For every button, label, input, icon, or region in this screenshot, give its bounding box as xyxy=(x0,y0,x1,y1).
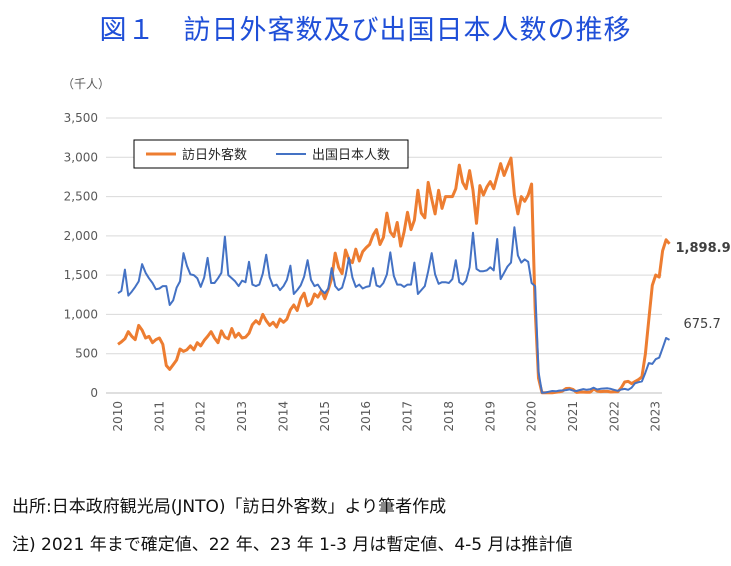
x-tick-label: 2023 xyxy=(649,401,663,432)
x-tick-label: 2022 xyxy=(607,401,621,432)
end-label-visitors: 1,898.9 xyxy=(676,241,731,256)
x-tick-label: 2010 xyxy=(111,401,125,432)
y-tick-label: 3,000 xyxy=(64,150,98,164)
x-tick-label: 2019 xyxy=(483,401,497,432)
y-tick-label: 2,000 xyxy=(64,229,98,243)
series-line-departures xyxy=(117,226,670,394)
x-tick-label: 2012 xyxy=(194,401,208,432)
y-tick-label: 500 xyxy=(75,347,98,361)
y-unit-label: （千人） xyxy=(62,77,110,91)
legend-label: 出国日本人数 xyxy=(312,148,390,163)
y-tick-label: 3,500 xyxy=(64,111,98,125)
x-tick-label: 2013 xyxy=(235,401,249,432)
x-tick-label: 2015 xyxy=(318,401,332,432)
x-tick-label: 2016 xyxy=(359,401,373,432)
x-tick-label: 2017 xyxy=(401,401,415,432)
x-tick-label: 2014 xyxy=(276,401,290,432)
legend-label: 訪日外客数 xyxy=(182,147,247,163)
x-tick-label: 2021 xyxy=(566,401,580,432)
y-tick-label: 0 xyxy=(90,386,98,400)
footnote: 注) 2021 年まで確定値、22 年、23 年 1-3 月は暫定値、4-5 月… xyxy=(12,535,573,555)
y-tick-label: 1,500 xyxy=(64,268,98,282)
series-line-visitors xyxy=(117,156,671,395)
y-tick-label: 2,500 xyxy=(64,190,98,204)
figure-title: 図１ 訪日外客数及び出国日本人数の推移 xyxy=(99,15,632,46)
y-tick-label: 1,000 xyxy=(64,307,98,321)
x-tick-label: 2020 xyxy=(525,401,539,432)
legend-box xyxy=(133,139,409,169)
x-tick-label: 2011 xyxy=(152,401,166,432)
end-label-departures: 675.7 xyxy=(684,317,721,332)
source-note: 出所:日本政府観光局(JNTO)「訪日外客数」より筆者作成 xyxy=(12,497,447,517)
x-tick-label: 2018 xyxy=(442,401,456,432)
